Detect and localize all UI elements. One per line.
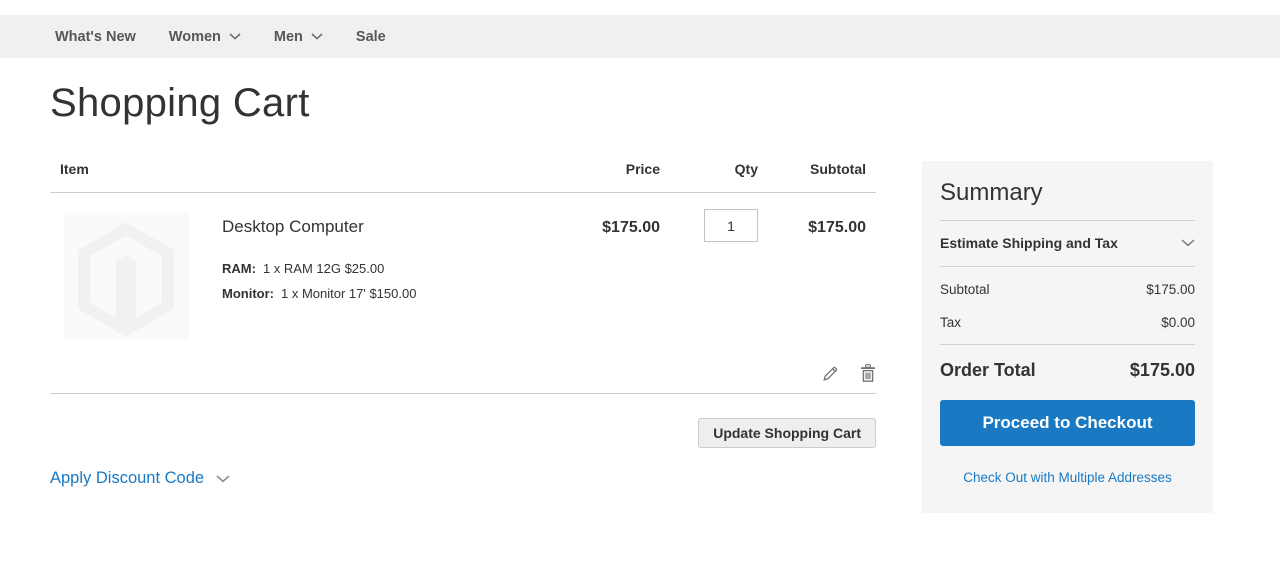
column-header-qty: Qty bbox=[734, 161, 758, 177]
top-nav-wrap: What's New Women Men Sale bbox=[0, 0, 1280, 58]
summary-title: Summary bbox=[940, 179, 1195, 221]
item-actions bbox=[50, 364, 876, 393]
chevron-down-icon bbox=[311, 33, 323, 40]
chevron-down-icon bbox=[1181, 239, 1195, 247]
summary-totals: Subtotal $175.00 Tax $0.00 Order Total $… bbox=[940, 267, 1195, 393]
cart-table: Item Price Qty Subtotal Desktop Compute bbox=[50, 161, 876, 488]
order-total-value: $175.00 bbox=[1129, 360, 1195, 380]
nav-item-label: Sale bbox=[355, 28, 386, 45]
apply-discount-link[interactable]: Apply Discount Code bbox=[50, 469, 205, 487]
order-total-label: Order Total bbox=[940, 360, 1036, 380]
cart-footer: Update Shopping Cart bbox=[50, 418, 876, 448]
product-details: Desktop Computer RAM: 1 x RAM 12G $25.00 … bbox=[222, 213, 416, 340]
tax-row: Tax $0.00 bbox=[940, 306, 1195, 339]
nav-item-sale[interactable]: Sale bbox=[356, 29, 386, 45]
column-header-subtotal: Subtotal bbox=[810, 161, 866, 177]
option-value: 1 x RAM 12G $25.00 bbox=[262, 261, 385, 276]
pencil-icon bbox=[823, 366, 838, 381]
item-cell: Desktop Computer RAM: 1 x RAM 12G $25.00 … bbox=[50, 213, 490, 340]
order-total-row: Order Total $175.00 bbox=[940, 345, 1195, 393]
product-name[interactable]: Desktop Computer bbox=[222, 217, 364, 236]
product-options: RAM: 1 x RAM 12G $25.00 Monitor: 1 x Monit… bbox=[222, 261, 416, 301]
option-value: 1 x Monitor 17' $150.00 bbox=[280, 286, 417, 301]
top-nav: What's New Women Men Sale bbox=[0, 15, 1280, 58]
summary-panel: Summary Estimate Shipping and Tax Subtot… bbox=[922, 161, 1213, 513]
subtotal-row: Subtotal $175.00 bbox=[940, 273, 1195, 306]
nav-item-men[interactable]: Men bbox=[274, 29, 323, 45]
cart-table-header: Item Price Qty Subtotal bbox=[50, 161, 876, 193]
proceed-to-checkout-button[interactable]: Proceed to Checkout bbox=[940, 400, 1195, 446]
page-title: Shopping Cart bbox=[50, 81, 310, 125]
table-row: Desktop Computer RAM: 1 x RAM 12G $25.00 … bbox=[50, 193, 876, 340]
qty-cell bbox=[660, 209, 766, 340]
update-cart-button[interactable]: Update Shopping Cart bbox=[698, 418, 876, 448]
main-content: Item Price Qty Subtotal Desktop Compute bbox=[0, 161, 1280, 513]
estimate-label: Estimate Shipping and Tax bbox=[940, 235, 1118, 251]
item-price: $175.00 bbox=[602, 219, 660, 236]
nav-item-label: Men bbox=[273, 28, 303, 45]
option-label: RAM: bbox=[222, 261, 256, 276]
column-header-price: Price bbox=[625, 161, 660, 177]
chevron-down-icon bbox=[216, 474, 230, 483]
option-row: RAM: 1 x RAM 12G $25.00 bbox=[222, 261, 416, 276]
nav-item-whats-new[interactable]: What's New bbox=[55, 29, 136, 45]
divider bbox=[940, 344, 1195, 345]
discount-section: Apply Discount Code bbox=[50, 469, 876, 488]
product-image[interactable] bbox=[64, 213, 189, 340]
item-subtotal: $175.00 bbox=[808, 219, 866, 236]
nav-item-label: Women bbox=[168, 28, 221, 45]
nav-item-women[interactable]: Women bbox=[169, 29, 241, 45]
magento-logo-watermark bbox=[78, 222, 174, 337]
cart-item-block: Desktop Computer RAM: 1 x RAM 12G $25.00 … bbox=[50, 193, 876, 394]
chevron-down-icon bbox=[229, 33, 241, 40]
multi-address-checkout-link[interactable]: Check Out with Multiple Addresses bbox=[963, 470, 1172, 485]
qty-input[interactable] bbox=[704, 209, 758, 242]
column-header-item: Item bbox=[60, 161, 89, 177]
subtotal-value: $175.00 bbox=[1146, 282, 1195, 297]
edit-item-button[interactable] bbox=[822, 365, 839, 382]
tax-label: Tax bbox=[940, 315, 962, 330]
tax-value: $0.00 bbox=[1161, 315, 1195, 330]
option-row: Monitor: 1 x Monitor 17' $150.00 bbox=[222, 286, 416, 301]
trash-icon bbox=[861, 364, 875, 382]
subtotal-label: Subtotal bbox=[940, 282, 990, 297]
estimate-shipping-toggle[interactable]: Estimate Shipping and Tax bbox=[940, 221, 1195, 267]
remove-item-button[interactable] bbox=[860, 364, 876, 382]
option-label: Monitor: bbox=[222, 286, 274, 301]
nav-item-label: What's New bbox=[55, 28, 136, 45]
